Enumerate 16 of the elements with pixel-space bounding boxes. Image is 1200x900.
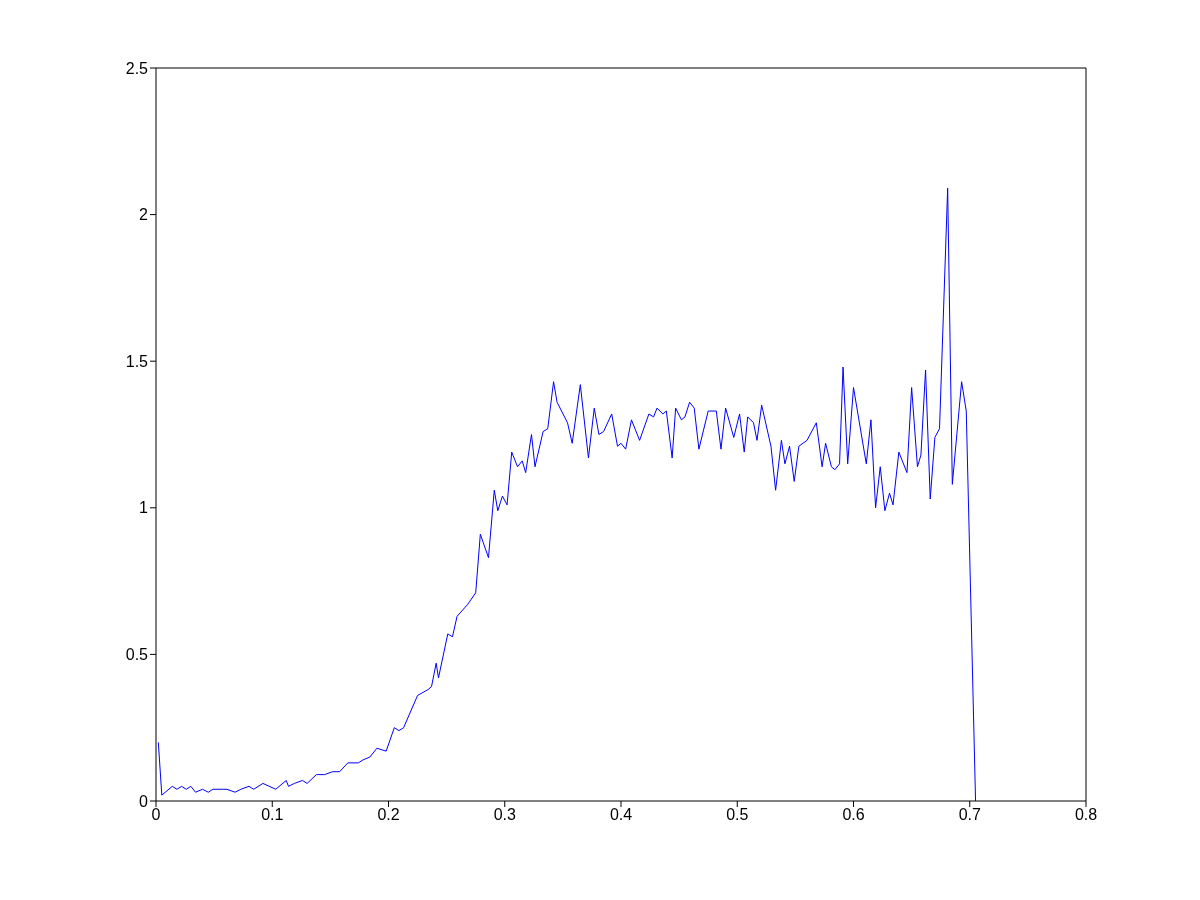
x-tick-label: 0.5 xyxy=(726,806,749,824)
y-tick-label: 2 xyxy=(139,206,149,224)
y-tick-label: 1.5 xyxy=(125,352,149,370)
y-tick-label: 2.5 xyxy=(125,59,149,77)
x-tick-label: 0.3 xyxy=(493,806,516,824)
x-tick-label: 0 xyxy=(151,806,161,824)
y-tick-label: 0 xyxy=(139,792,149,810)
x-tick-label: 0.8 xyxy=(1074,806,1098,824)
x-tick-label: 0.4 xyxy=(609,806,633,824)
x-tick-label: 0.1 xyxy=(261,806,284,824)
y-tick-label: 0.5 xyxy=(125,646,149,664)
x-tick-label: 0.6 xyxy=(842,806,865,824)
x-tick-label: 0.7 xyxy=(958,806,981,824)
line-series xyxy=(157,187,977,801)
x-tick-label: 0.2 xyxy=(377,806,400,824)
y-tick-label: 1 xyxy=(139,499,149,517)
